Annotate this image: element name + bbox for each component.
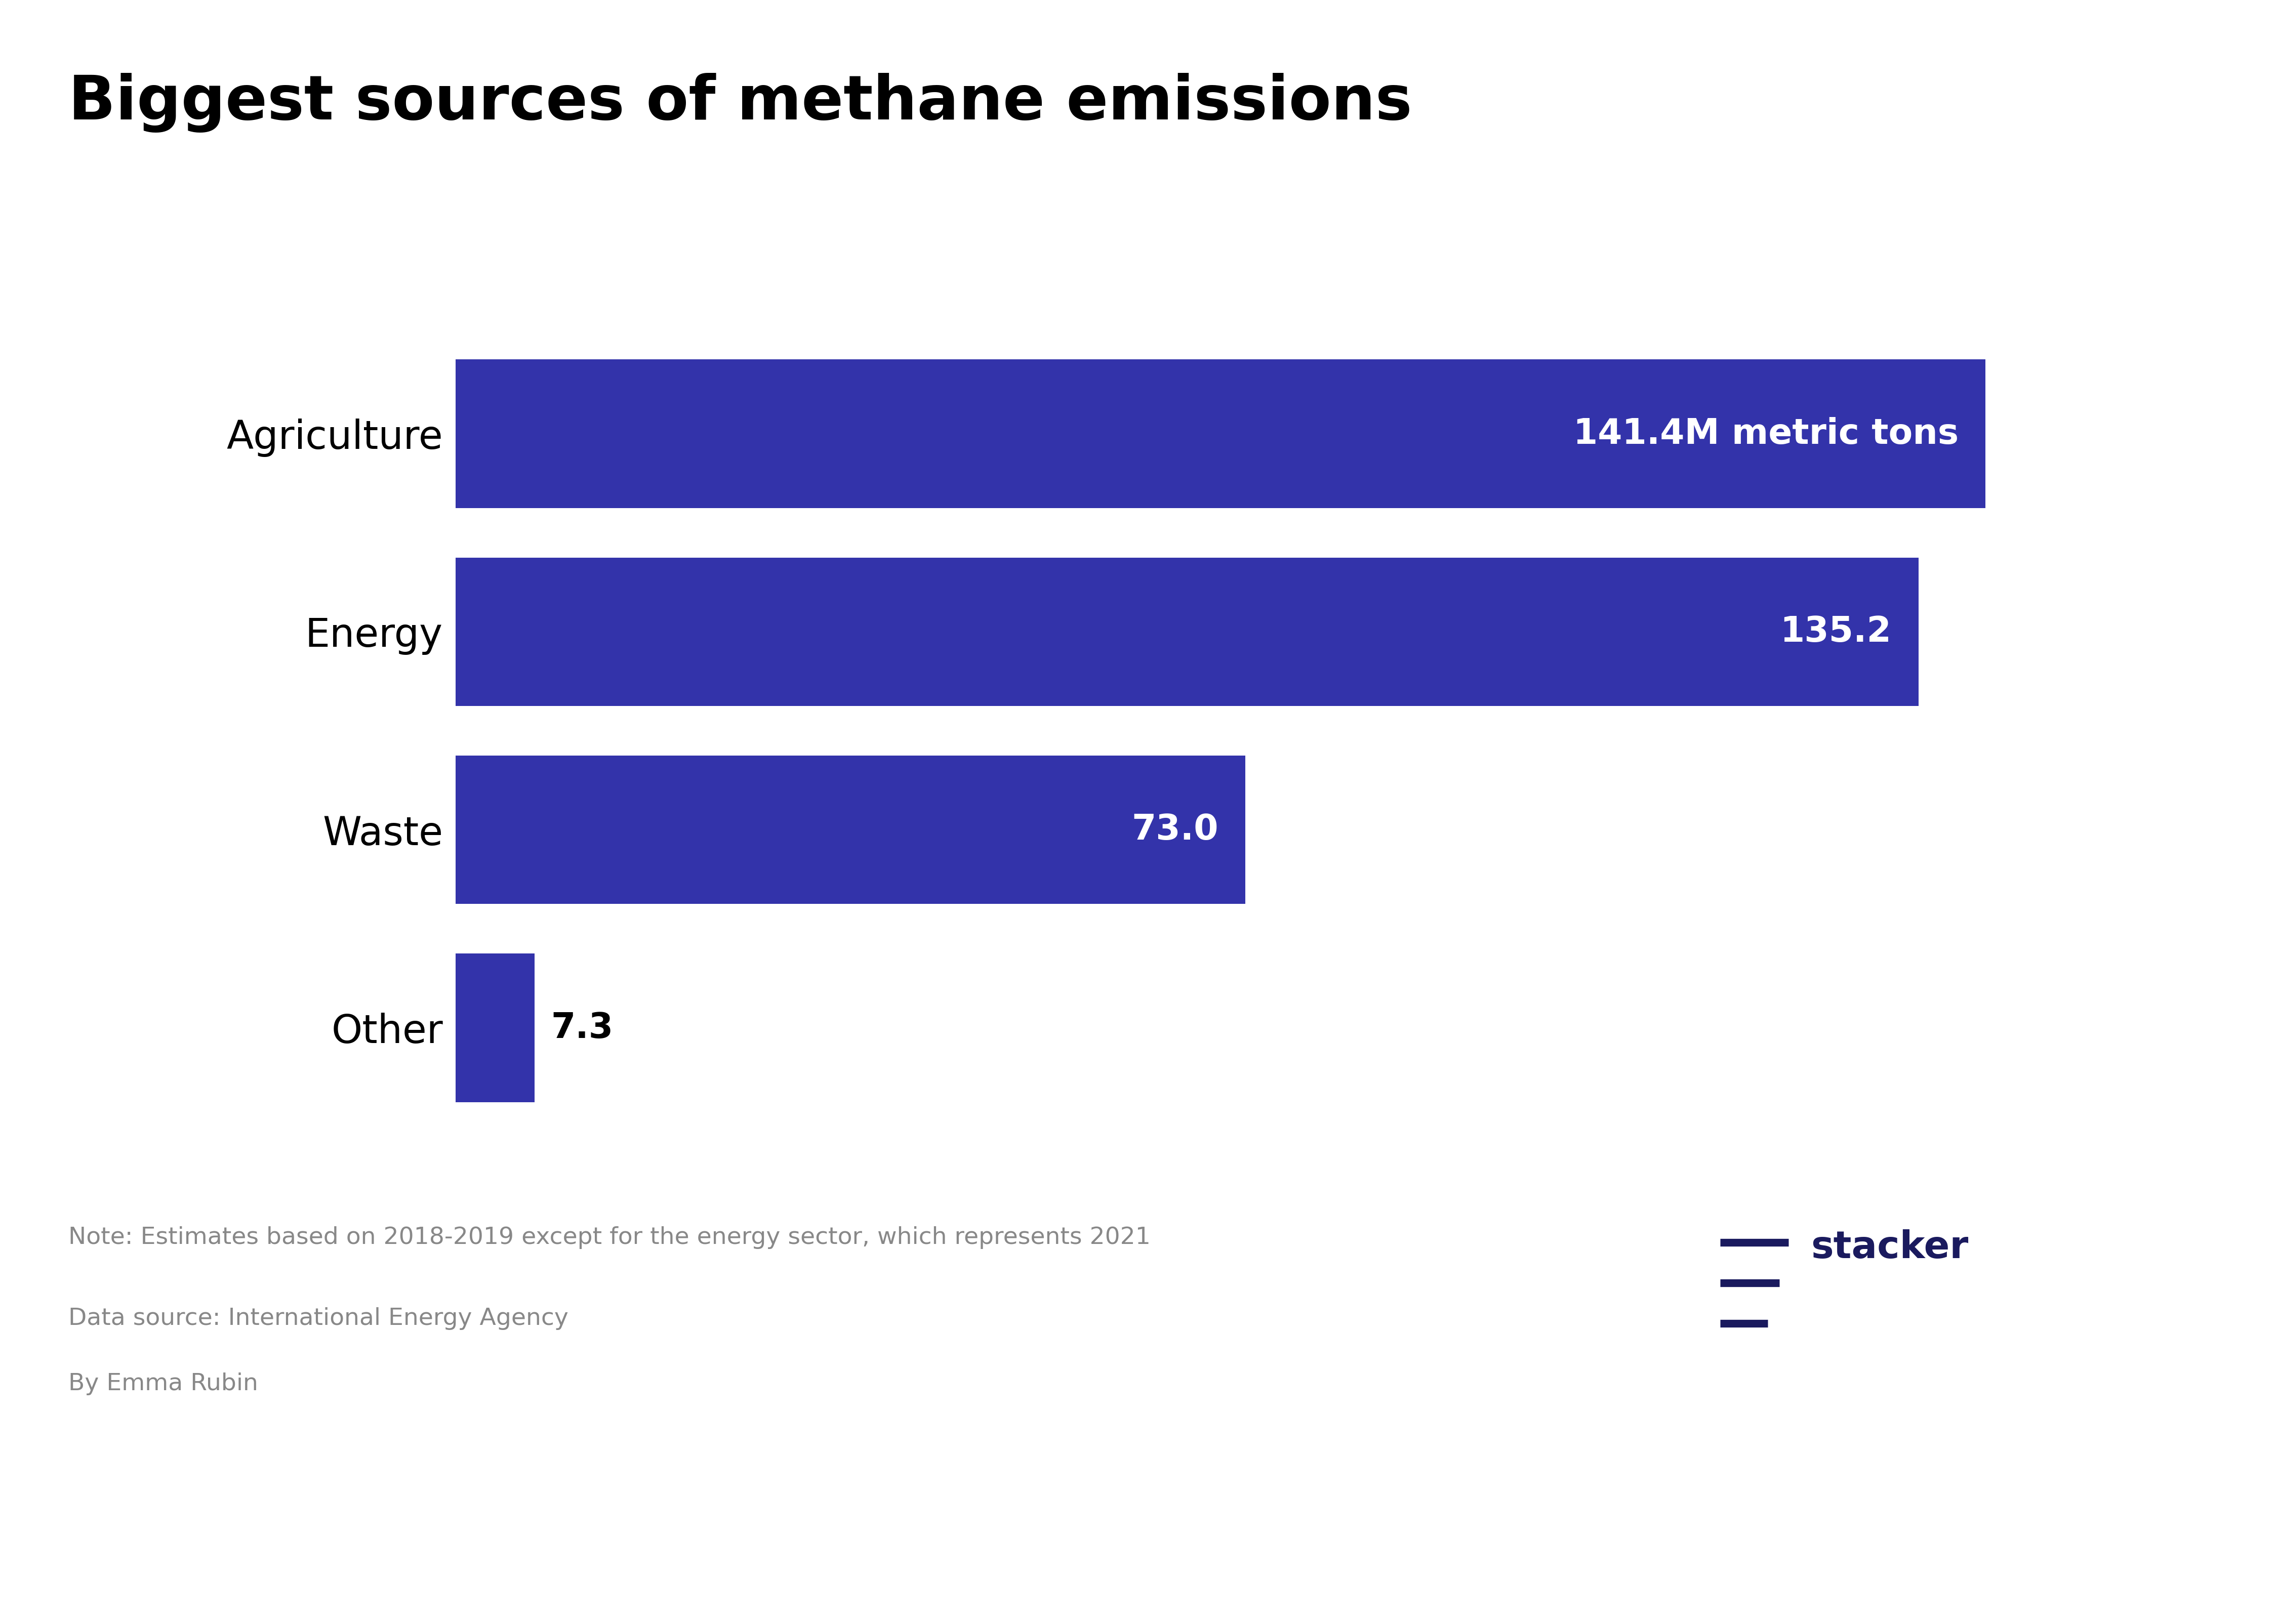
- Text: 135.2: 135.2: [1779, 615, 1891, 648]
- Text: Biggest sources of methane emissions: Biggest sources of methane emissions: [68, 73, 1412, 133]
- Text: Note: Estimates based on 2018-2019 except for the energy sector, which represent: Note: Estimates based on 2018-2019 excep…: [68, 1226, 1150, 1249]
- Text: By Emma Rubin: By Emma Rubin: [68, 1372, 257, 1395]
- Bar: [456, 359, 1986, 508]
- Text: Data source: International Energy Agency: Data source: International Energy Agency: [68, 1307, 570, 1330]
- Bar: [456, 953, 535, 1103]
- Text: 141.4M metric tons: 141.4M metric tons: [1574, 417, 1959, 451]
- Text: 73.0: 73.0: [1132, 814, 1219, 846]
- Text: stacker: stacker: [1811, 1229, 1968, 1267]
- Bar: [456, 557, 1918, 706]
- Bar: [456, 755, 1246, 905]
- Text: 7.3: 7.3: [551, 1010, 613, 1044]
